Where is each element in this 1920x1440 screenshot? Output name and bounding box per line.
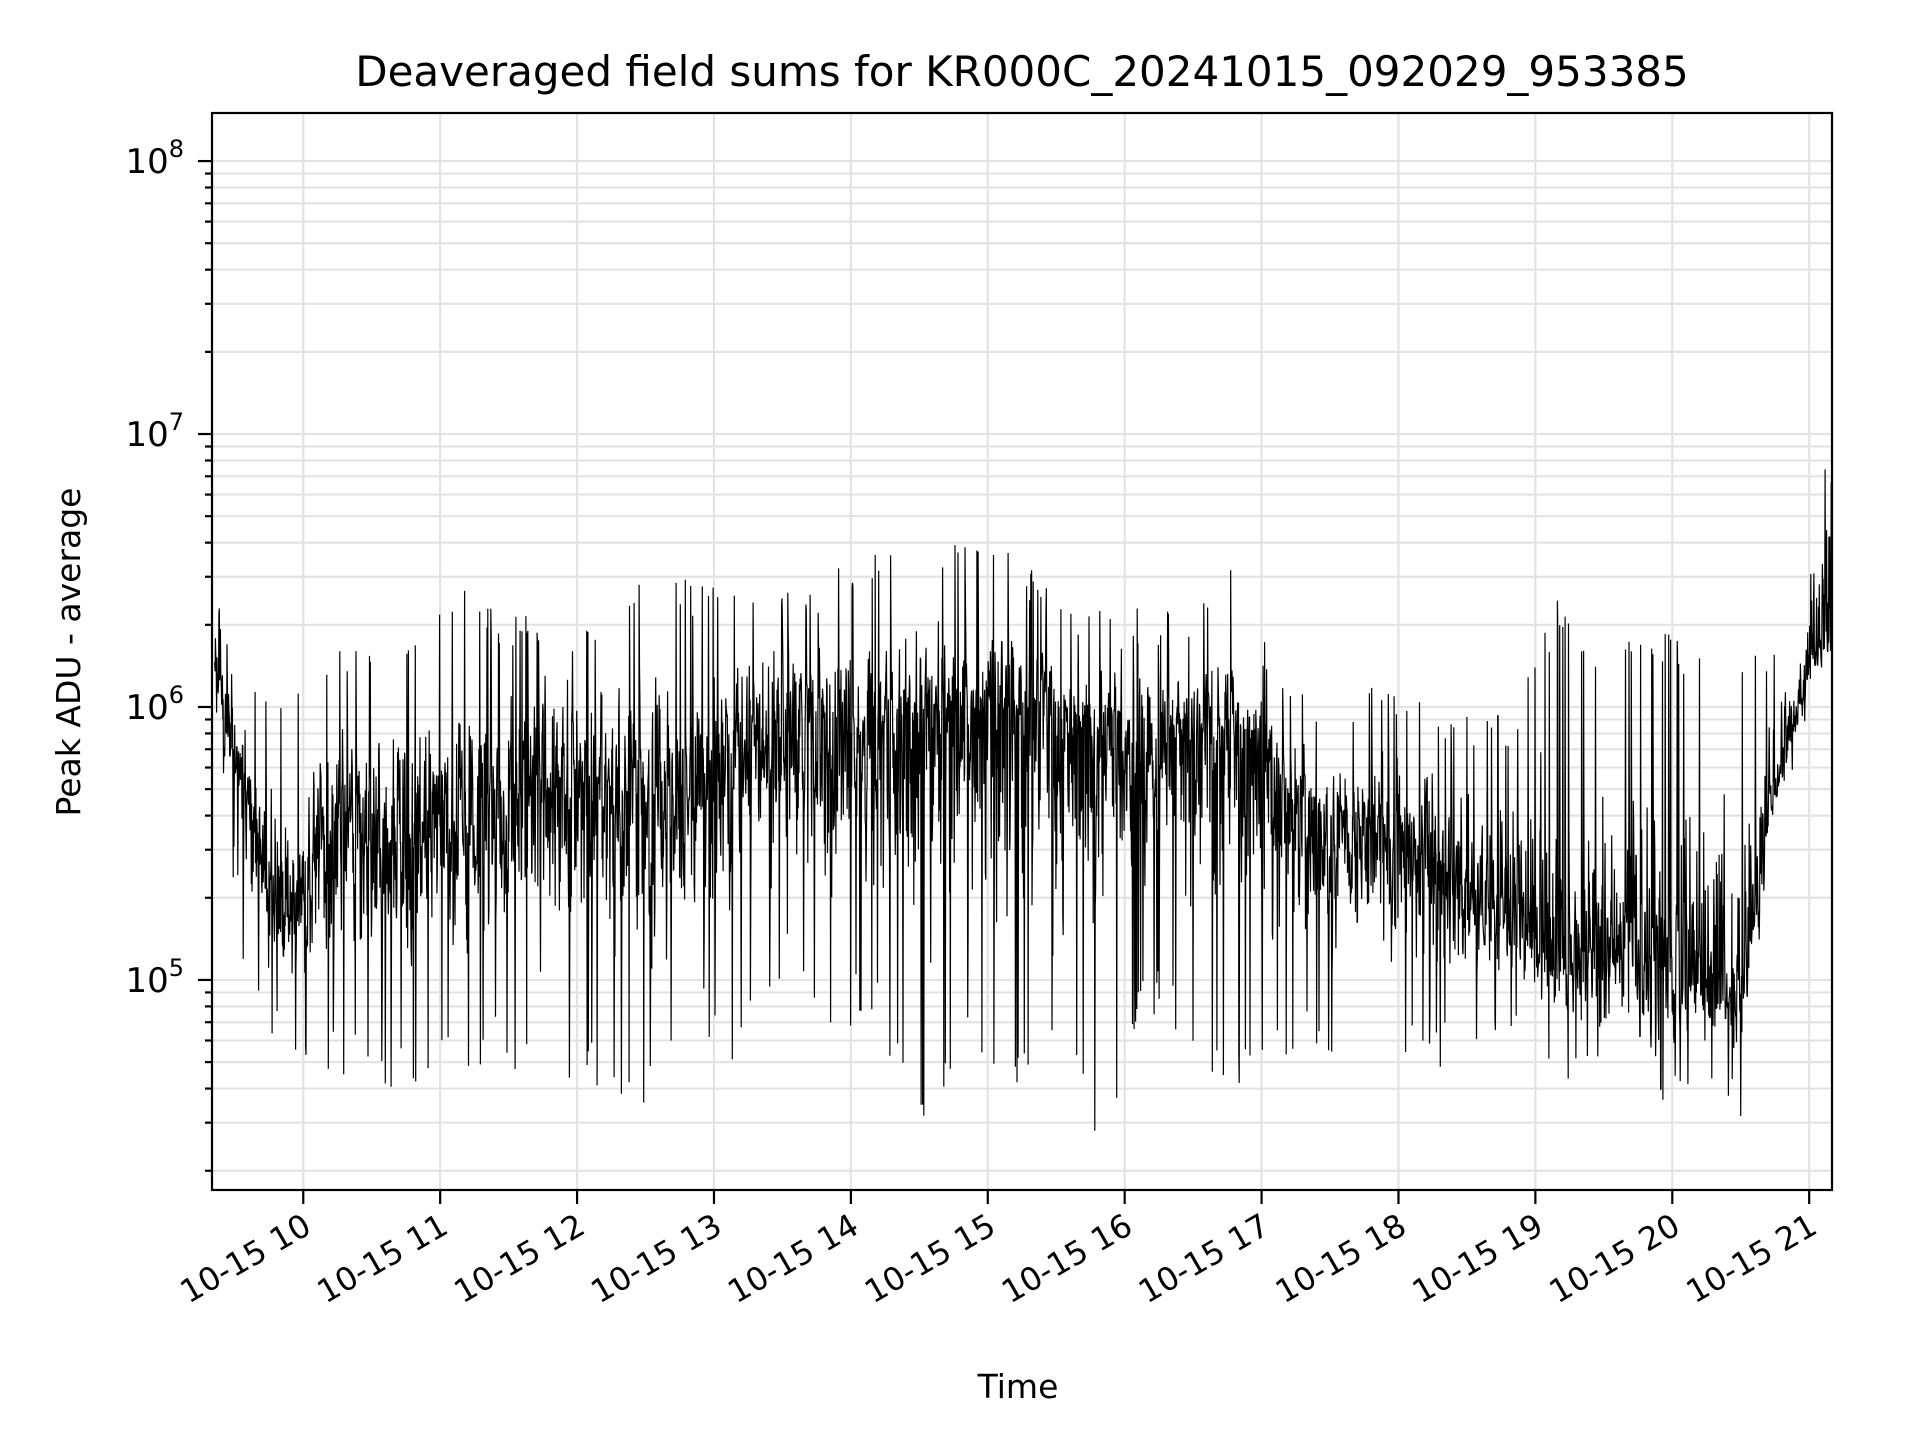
y-tick-label: 105 [125,954,184,1001]
y-axis: 105 106 107 108 [125,135,212,1172]
series-line [213,161,1833,1131]
axes-frame [210,111,1834,1192]
y-tick-label: 106 [125,681,184,728]
y-tick-label: 108 [125,135,184,182]
x-axis-label: Time [977,1367,1059,1406]
chart-title: Deaveraged field sums for KR000C_2024101… [355,47,1689,96]
plot-area [213,161,1833,1131]
y-tick-label: 107 [125,408,184,455]
y-axis-label: Peak ADU - average [49,488,88,817]
